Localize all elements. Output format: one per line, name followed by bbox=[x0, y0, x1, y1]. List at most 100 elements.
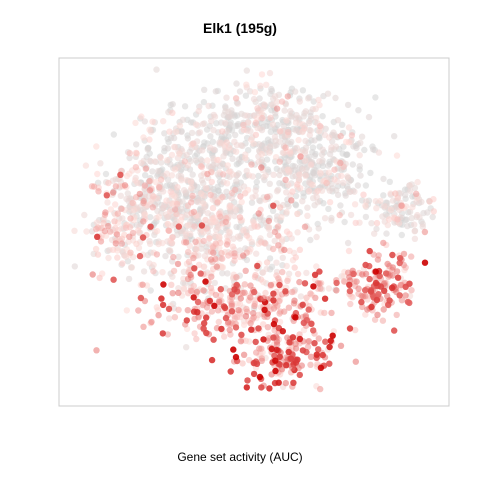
scatter-point bbox=[283, 117, 290, 124]
scatter-point bbox=[355, 285, 362, 292]
scatter-point bbox=[256, 373, 264, 381]
scatter-point bbox=[71, 263, 79, 270]
scatter-point bbox=[245, 119, 252, 126]
scatter-point bbox=[414, 178, 421, 186]
scatter-point bbox=[305, 338, 312, 345]
scatter-point bbox=[216, 213, 224, 220]
scatter-point bbox=[334, 117, 342, 124]
scatter-point bbox=[283, 262, 290, 270]
scatter-point bbox=[290, 379, 297, 386]
scatter-point bbox=[356, 152, 363, 159]
scatter-point bbox=[391, 327, 398, 334]
scatter-point bbox=[250, 370, 258, 378]
scatter-point bbox=[353, 278, 360, 285]
scatter-point bbox=[180, 285, 188, 292]
scatter-point bbox=[285, 270, 293, 277]
scatter-point bbox=[299, 301, 306, 308]
scatter-point bbox=[189, 171, 196, 178]
scatter-point bbox=[156, 184, 163, 191]
scatter-point bbox=[231, 212, 238, 220]
scatter-point bbox=[217, 286, 224, 293]
scatter-point bbox=[163, 197, 170, 204]
scatter-point bbox=[186, 266, 193, 274]
scatter-point bbox=[326, 187, 333, 194]
scatter-point bbox=[253, 178, 260, 186]
scatter-point bbox=[345, 124, 353, 131]
scatter-point bbox=[225, 113, 233, 121]
scatter-point bbox=[429, 213, 436, 221]
scatter-point bbox=[170, 267, 178, 275]
scatter-point bbox=[240, 252, 247, 259]
scatter-point bbox=[299, 166, 306, 173]
scatter-point bbox=[197, 162, 205, 170]
scatter-point bbox=[389, 251, 396, 259]
scatter-point bbox=[258, 164, 265, 171]
scatter-point bbox=[135, 307, 142, 314]
scatter-point bbox=[261, 101, 268, 108]
scatter-point bbox=[333, 279, 340, 287]
scatter-point bbox=[192, 157, 200, 164]
scatter-point bbox=[332, 94, 339, 102]
scatter-point bbox=[102, 209, 109, 216]
scatter-point bbox=[362, 202, 369, 209]
scatter-point bbox=[296, 98, 303, 105]
scatter-point bbox=[206, 297, 214, 305]
scatter-point bbox=[380, 175, 387, 183]
scatter-point bbox=[258, 384, 265, 391]
scatter-point bbox=[243, 81, 250, 88]
scatter-point bbox=[337, 202, 344, 209]
scatter-point bbox=[226, 326, 233, 334]
scatter-point bbox=[381, 203, 388, 210]
scatter-point bbox=[160, 281, 167, 288]
scatter-point bbox=[176, 150, 183, 158]
scatter-point bbox=[254, 124, 261, 132]
scatter-point bbox=[197, 270, 204, 277]
scatter-point bbox=[178, 213, 185, 221]
scatter-point bbox=[375, 149, 383, 156]
scatter-point bbox=[326, 343, 333, 351]
scatter-point bbox=[301, 223, 309, 230]
scatter-point bbox=[169, 290, 176, 297]
scatter-point bbox=[190, 282, 197, 290]
scatter-point bbox=[327, 337, 334, 344]
scatter-point bbox=[411, 235, 419, 242]
scatter-point bbox=[237, 295, 244, 302]
scatter-point bbox=[315, 346, 322, 353]
scatter-point bbox=[289, 188, 296, 195]
scatter-point bbox=[292, 201, 299, 208]
scatter-point bbox=[234, 233, 242, 240]
scatter-point bbox=[339, 121, 346, 128]
scatter-point bbox=[215, 224, 222, 231]
scatter-point bbox=[250, 95, 258, 103]
scatter-point bbox=[267, 281, 275, 289]
scatter-point bbox=[389, 264, 396, 271]
scatter-point bbox=[162, 252, 169, 260]
scatter-point bbox=[276, 353, 283, 360]
scatter-point bbox=[210, 336, 217, 343]
scatter-point bbox=[226, 228, 233, 235]
scatter-point bbox=[286, 247, 293, 254]
scatter-point bbox=[292, 119, 300, 126]
scatter-point bbox=[232, 95, 240, 102]
scatter-point bbox=[316, 101, 323, 109]
scatter-point bbox=[184, 222, 191, 229]
scatter-point bbox=[393, 152, 401, 159]
scatter-point bbox=[331, 176, 338, 183]
scatter-point bbox=[188, 184, 195, 192]
scatter-point bbox=[251, 89, 259, 96]
scatter-point bbox=[205, 102, 212, 110]
scatter-point bbox=[367, 288, 375, 295]
scatter-point bbox=[357, 139, 364, 146]
scatter-point bbox=[306, 188, 313, 195]
scatter-point bbox=[226, 121, 234, 128]
scatter-point bbox=[174, 260, 182, 268]
scatter-point bbox=[190, 208, 198, 216]
scatter-point bbox=[223, 241, 231, 248]
scatter-point bbox=[213, 120, 220, 127]
scatter-point bbox=[268, 85, 275, 93]
scatter-point bbox=[124, 190, 131, 197]
scatter-point bbox=[112, 224, 119, 232]
scatter-point bbox=[189, 192, 196, 200]
scatter-point bbox=[147, 214, 154, 221]
